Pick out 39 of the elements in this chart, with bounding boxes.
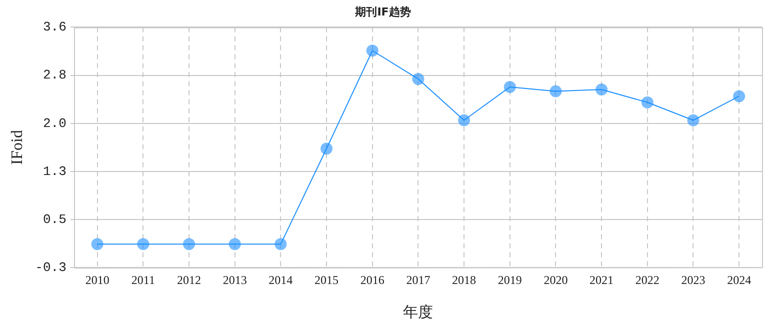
point — [91, 238, 104, 250]
point — [320, 142, 333, 155]
point — [183, 238, 196, 250]
point — [550, 85, 562, 98]
x-tick-label: 2016 — [360, 272, 384, 287]
x-tick-label: 2014 — [268, 272, 293, 287]
y-tick-label: 0.5 — [43, 212, 66, 227]
y-tick-label: 2.0 — [43, 116, 66, 131]
x-tick-label: 2017 — [406, 272, 430, 287]
x-tick-label: 2020 — [544, 272, 568, 287]
point — [504, 80, 516, 93]
y-tick-label: -0.3 — [35, 260, 66, 276]
x-tick-label: 2023 — [681, 272, 706, 287]
x-tick-label: 2018 — [452, 272, 476, 287]
point — [641, 96, 654, 108]
x-axis-title: 年度 — [403, 304, 434, 321]
point — [137, 238, 150, 250]
y-axis-title: IFoid — [8, 130, 26, 165]
x-tick-label: 2024 — [727, 272, 752, 287]
x-tick-label: 2010 — [85, 272, 110, 287]
x-tick-label: 2012 — [177, 272, 202, 287]
x-tick-label: 2021 — [590, 272, 614, 287]
point — [412, 72, 424, 85]
x-tick-label: 2011 — [131, 272, 155, 287]
y-tick-label: 3.6 — [43, 20, 66, 35]
chart-title: 期刊IF趋势 — [354, 5, 411, 18]
point — [274, 238, 287, 250]
y-tick-label: 1.3 — [43, 164, 66, 179]
x-tick-label: 2022 — [635, 272, 660, 287]
point — [228, 238, 241, 250]
point — [687, 114, 700, 126]
point — [733, 90, 746, 102]
x-tick-label: 2013 — [222, 272, 247, 287]
y-tick-label: 2.8 — [43, 68, 66, 83]
point — [458, 114, 470, 126]
x-tick-label: 2015 — [314, 272, 339, 287]
x-tick-label: 2019 — [498, 272, 522, 287]
point — [596, 83, 608, 96]
point — [366, 44, 378, 57]
